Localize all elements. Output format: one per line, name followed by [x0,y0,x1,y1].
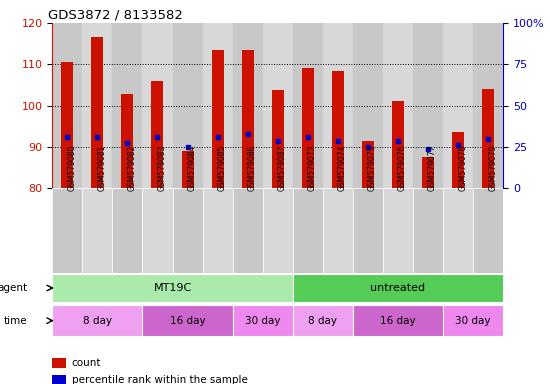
Text: 30 day: 30 day [245,316,280,326]
Bar [353,305,443,336]
Text: GSM579074: GSM579074 [338,144,347,191]
Bar [202,188,233,273]
Bar [233,305,293,336]
Text: count: count [72,358,101,368]
Bar [91,38,103,188]
Bar [383,188,413,273]
Text: MT19C: MT19C [153,283,191,293]
Bar [263,23,293,188]
Bar [362,141,374,188]
Text: GSM579084: GSM579084 [188,144,196,191]
Text: GSM579087: GSM579087 [278,144,287,191]
Bar [233,188,263,273]
Bar [82,188,112,273]
Bar [212,50,224,188]
Bar [293,274,503,302]
Text: 16 day: 16 day [170,316,205,326]
Text: GSM579080: GSM579080 [67,144,76,191]
Bar [241,50,254,188]
Bar [473,23,503,188]
Bar [112,188,142,273]
Bar [443,23,473,188]
Bar [173,23,202,188]
Bar [293,305,353,336]
Text: time: time [4,316,28,326]
Text: GDS3872 / 8133582: GDS3872 / 8133582 [48,9,183,22]
Bar [142,305,233,336]
Bar [383,23,413,188]
Bar [443,305,503,336]
Text: GSM579079: GSM579079 [488,144,497,191]
Bar [323,23,353,188]
Bar [82,23,112,188]
Text: GSM579078: GSM579078 [458,144,467,191]
Text: GSM579075: GSM579075 [368,144,377,191]
Bar [122,94,134,188]
Text: GSM579081: GSM579081 [97,144,106,191]
Bar [202,23,233,188]
Bar [52,274,293,302]
Bar [112,23,142,188]
Bar [482,89,494,188]
Bar [413,188,443,273]
Text: GSM579073: GSM579073 [308,144,317,191]
Bar [182,151,194,188]
Text: GSM579085: GSM579085 [218,144,227,191]
Text: GSM579076: GSM579076 [398,144,407,191]
Bar [173,188,202,273]
Bar [272,90,284,188]
Bar [233,23,263,188]
Bar [443,188,473,273]
Text: 16 day: 16 day [380,316,416,326]
Text: untreated: untreated [371,283,426,293]
Bar [52,305,142,336]
Bar [293,188,323,273]
Bar [353,23,383,188]
Text: 8 day: 8 day [309,316,337,326]
Bar [353,188,383,273]
Bar [332,71,344,188]
Bar [302,68,314,188]
Bar [151,81,163,188]
Bar [413,23,443,188]
Text: GSM579086: GSM579086 [248,144,257,191]
Bar [473,188,503,273]
Bar [323,188,353,273]
Bar [142,188,173,273]
Bar [452,132,464,188]
Text: GSM579082: GSM579082 [128,144,136,191]
Bar [52,188,82,273]
Text: agent: agent [0,283,28,293]
Bar [263,188,293,273]
Bar [61,62,73,188]
Text: percentile rank within the sample: percentile rank within the sample [72,375,248,384]
Bar [142,23,173,188]
Bar [293,23,323,188]
Text: 8 day: 8 day [83,316,112,326]
Text: GSM579083: GSM579083 [157,144,167,191]
Text: GSM579077: GSM579077 [428,144,437,191]
Bar [52,23,82,188]
Text: 30 day: 30 day [455,316,491,326]
Bar [392,101,404,188]
Bar [422,157,434,188]
